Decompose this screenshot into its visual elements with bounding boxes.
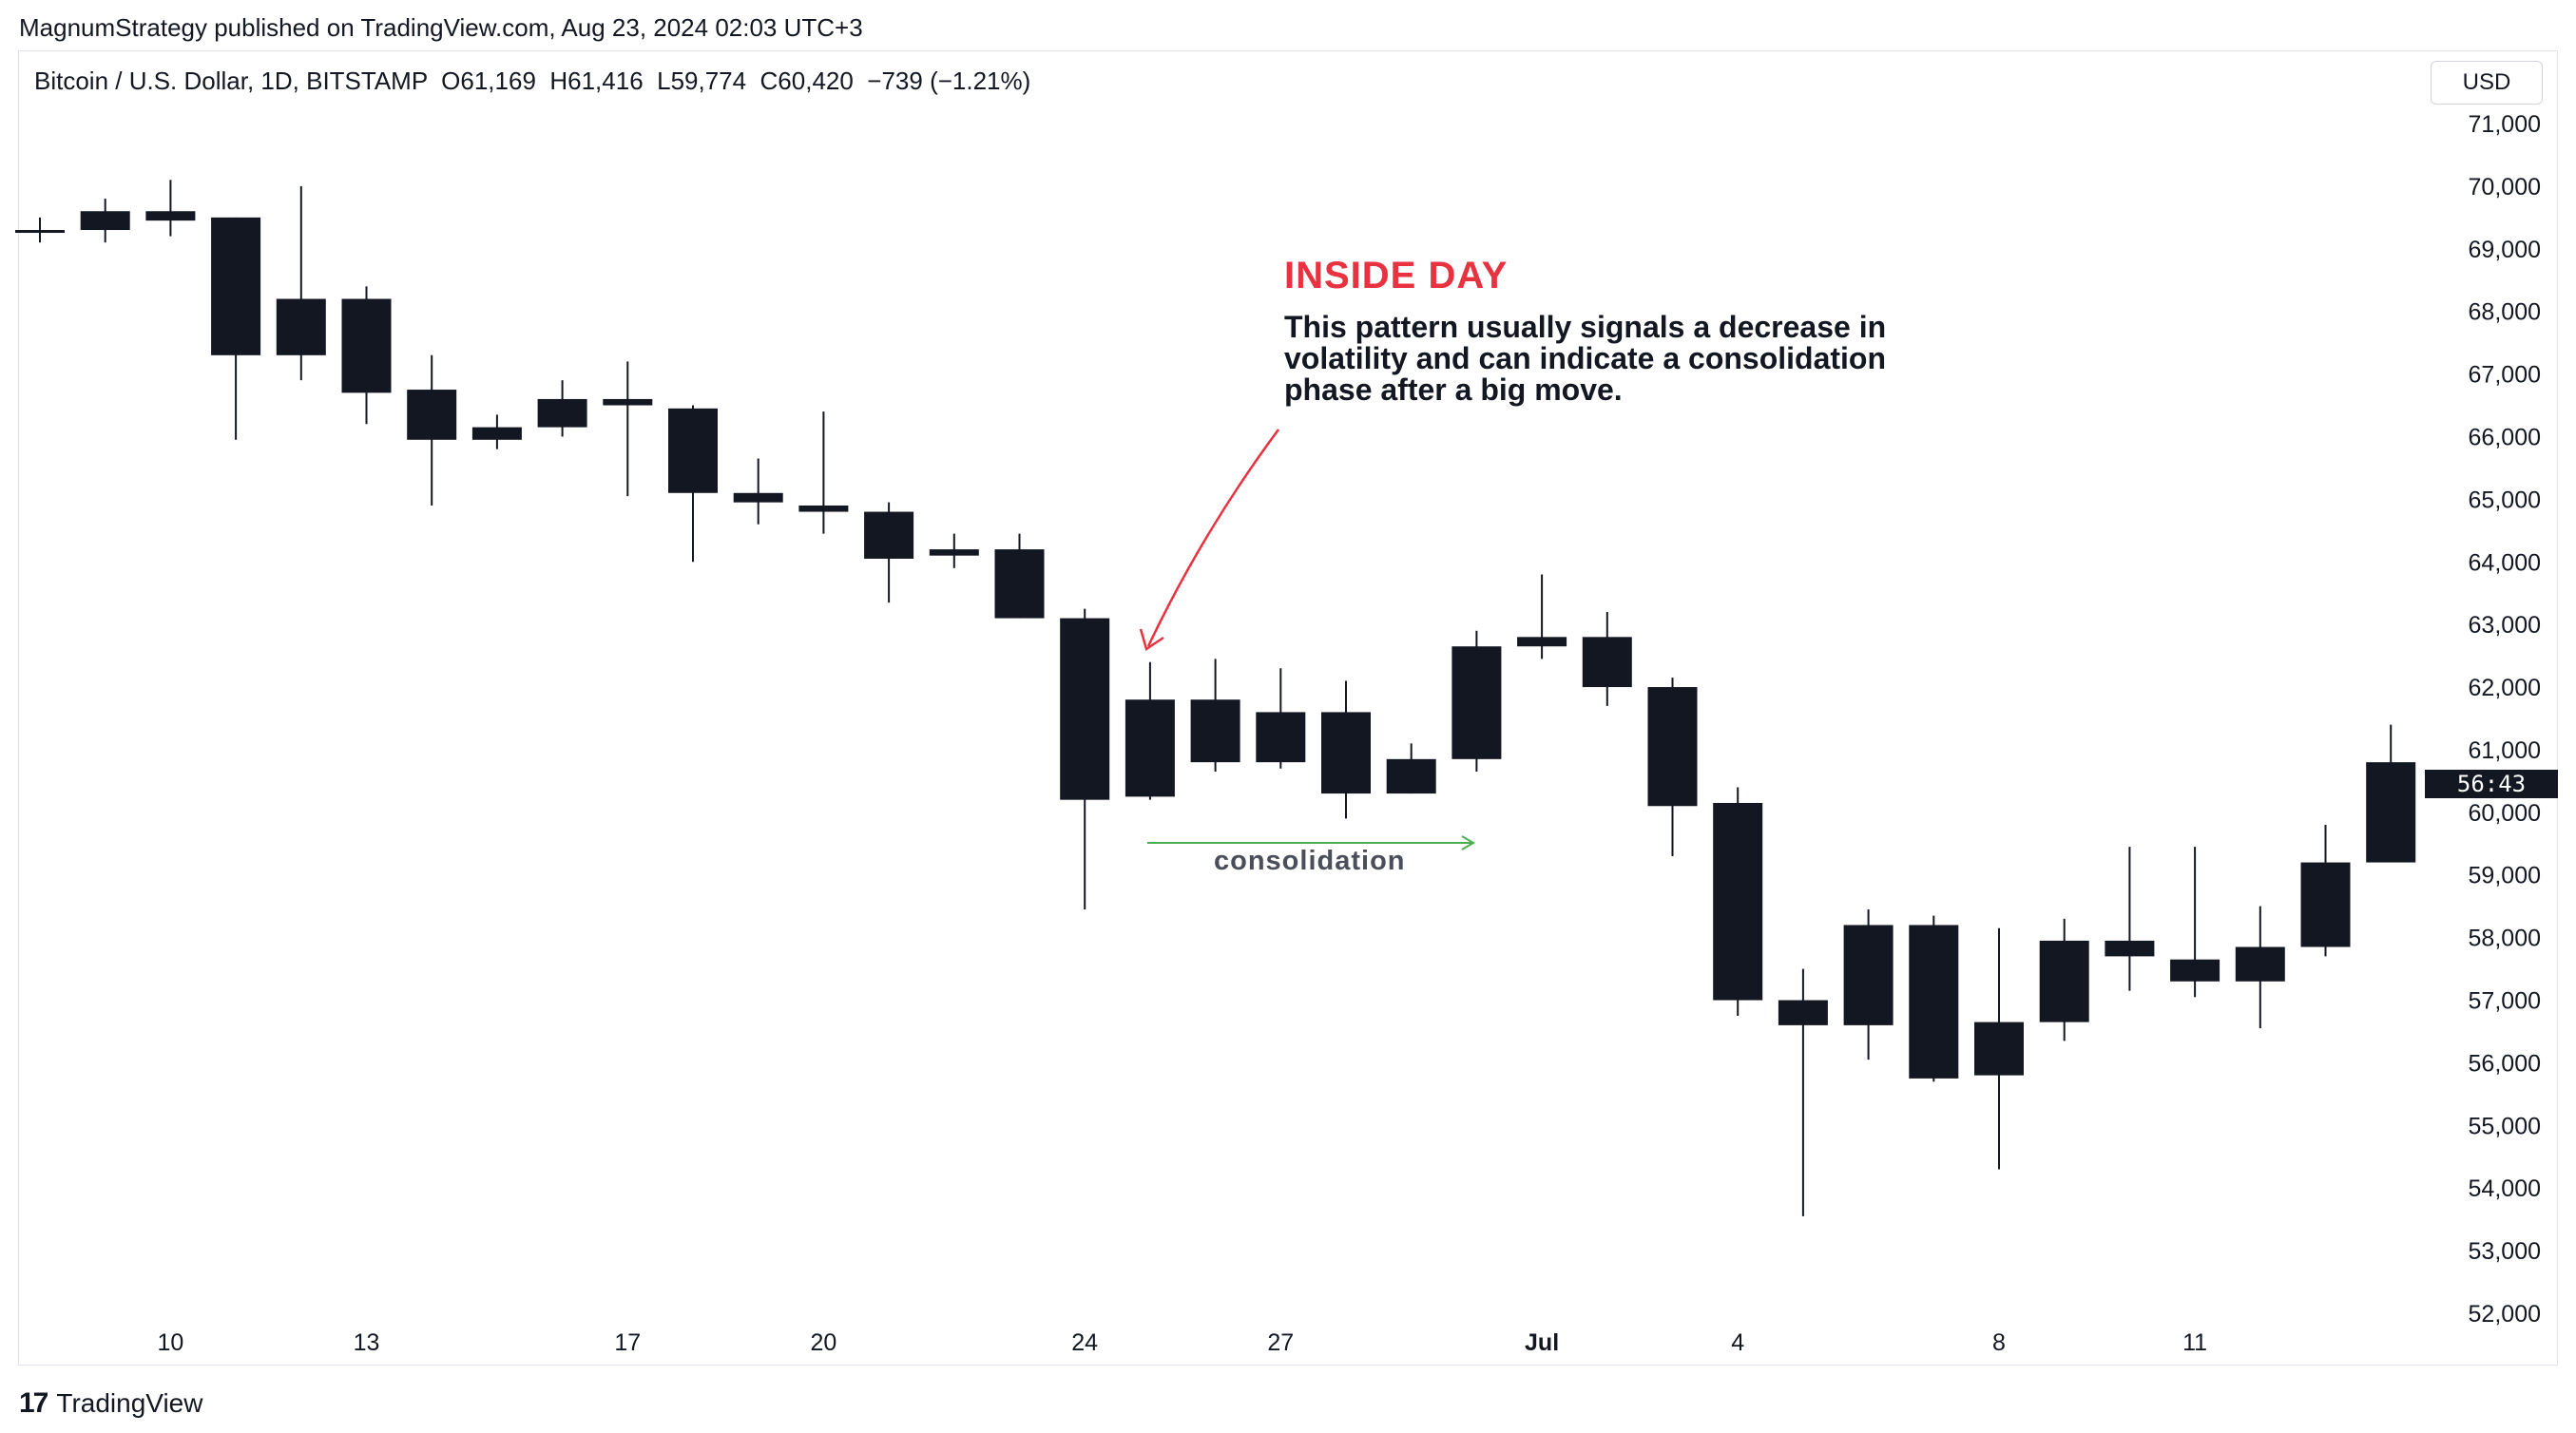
annotation-text: This pattern usually signals a decrease … [1284, 310, 1887, 407]
candle-body[interactable] [864, 511, 914, 559]
candle-body[interactable] [80, 211, 130, 231]
time-axis: 10 13 17 20 24 27 Jul 4 8 11 [157, 1329, 2207, 1356]
x-tick-label: 11 [2182, 1329, 2207, 1356]
y-tick-label: 68,000 [2469, 299, 2541, 326]
candle-body[interactable] [1060, 618, 1110, 800]
x-tick-label: 10 [157, 1329, 183, 1356]
candle-body[interactable] [1713, 802, 1763, 1001]
consolidation-arrowhead [1461, 835, 1475, 850]
y-tick-label: 53,000 [2469, 1238, 2541, 1265]
tradingview-logo-text: TradingView [56, 1388, 203, 1418]
candles-layer [15, 180, 2416, 1216]
candle-body[interactable] [1843, 925, 1894, 1025]
candle-body[interactable] [2366, 762, 2416, 863]
candle-body[interactable] [1909, 925, 1959, 1079]
price-countdown-badge: 56:43 [2425, 770, 2558, 798]
y-tick-label: 71,000 [2469, 111, 2541, 138]
consolidation-label: consolidation [1214, 846, 1406, 876]
y-tick-label: 56,000 [2469, 1050, 2541, 1077]
y-tick-label: 52,000 [2469, 1301, 2541, 1328]
x-tick-label: 4 [1731, 1329, 1744, 1356]
publisher-line: MagnumStrategy published on TradingView.… [19, 13, 863, 42]
candle-body[interactable] [733, 492, 783, 503]
candle-body[interactable] [1778, 1000, 1828, 1025]
y-tick-label: 67,000 [2469, 362, 2541, 389]
candle-body[interactable] [341, 298, 392, 393]
x-tick-label: 20 [810, 1329, 836, 1356]
y-tick-label: 69,000 [2469, 237, 2541, 263]
candle-body[interactable] [1451, 646, 1502, 759]
x-tick-label: 8 [1992, 1329, 2006, 1356]
chart-frame [18, 50, 2558, 1366]
inside-day-arrow [1146, 429, 1280, 647]
y-tick-label: 63,000 [2469, 612, 2541, 639]
y-tick-label: 59,000 [2469, 863, 2541, 889]
symbol-ohlc-legend[interactable]: Bitcoin / U.S. Dollar, 1D, BITSTAMP O61,… [34, 67, 1031, 95]
annotation-title: INSIDE DAY [1284, 255, 1509, 296]
candle-body[interactable] [145, 211, 196, 221]
currency-button[interactable]: USD [2431, 61, 2543, 105]
candle-body[interactable] [929, 549, 979, 556]
y-tick-label: 66,000 [2469, 424, 2541, 450]
x-tick-label: 27 [1267, 1329, 1294, 1356]
candle-body[interactable] [603, 398, 653, 406]
candle-body[interactable] [1190, 699, 1240, 763]
candle-body[interactable] [2235, 946, 2285, 982]
candle-body[interactable] [1321, 712, 1371, 794]
x-tick-label: 17 [614, 1329, 641, 1356]
x-tick-label: 13 [354, 1329, 380, 1356]
candle-body[interactable] [537, 398, 587, 428]
tradingview-logo-icon: 17 [19, 1387, 48, 1419]
candle-body[interactable] [276, 298, 326, 355]
candle-body[interactable] [211, 217, 261, 355]
inside-day-arrowhead [1139, 628, 1164, 651]
y-tick-label: 58,000 [2469, 926, 2541, 952]
price-axis: 71,000 70,000 69,000 68,000 67,000 66,000 65,0… [2469, 111, 2541, 1328]
candle-body[interactable] [1125, 699, 1175, 797]
y-tick-label: 62,000 [2469, 675, 2541, 701]
candle-body[interactable] [407, 390, 457, 440]
candle-body[interactable] [2300, 862, 2351, 947]
candle-body[interactable] [1256, 712, 1306, 763]
candle-body[interactable] [1386, 758, 1436, 794]
candle-body[interactable] [1647, 687, 1698, 807]
candle-body[interactable] [1517, 637, 1567, 647]
y-tick-label: 60,000 [2469, 800, 2541, 827]
candle-body[interactable] [668, 408, 718, 493]
y-tick-label: 64,000 [2469, 549, 2541, 576]
candle-body[interactable] [1974, 1022, 2024, 1076]
y-tick-label: 54,000 [2469, 1175, 2541, 1202]
candle-body[interactable] [994, 549, 1045, 619]
candle-body[interactable] [2105, 940, 2155, 957]
y-tick-label: 57,000 [2469, 988, 2541, 1015]
candle-body[interactable] [471, 427, 522, 440]
tradingview-logo[interactable]: 17 TradingView [19, 1387, 202, 1420]
candle-body[interactable] [2170, 959, 2220, 982]
candle-body[interactable] [1582, 637, 1632, 688]
candle-body[interactable] [798, 505, 849, 512]
candle-body[interactable] [2039, 940, 2089, 1022]
candle-body[interactable] [15, 230, 65, 234]
y-tick-label: 65,000 [2469, 487, 2541, 513]
x-tick-label: 24 [1071, 1329, 1098, 1356]
y-tick-label: 55,000 [2469, 1113, 2541, 1139]
x-tick-label: Jul [1525, 1329, 1559, 1356]
y-tick-label: 70,000 [2469, 174, 2541, 201]
y-tick-label: 61,000 [2469, 737, 2541, 764]
